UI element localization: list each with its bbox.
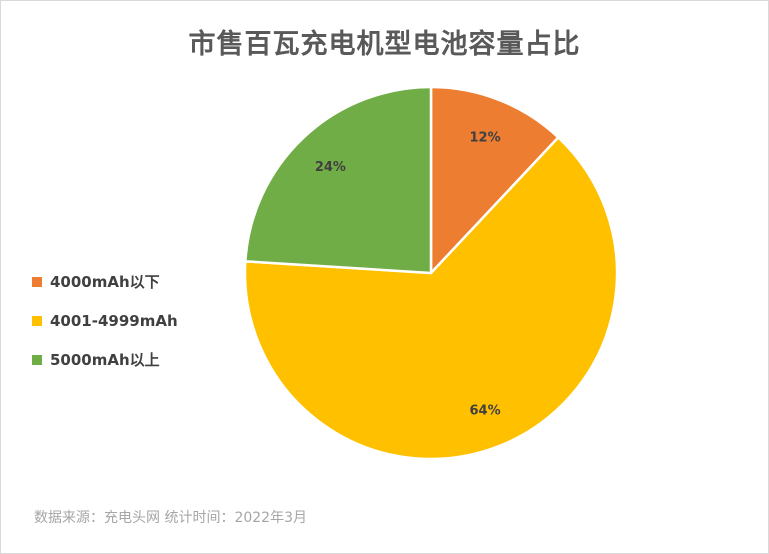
slice-above-5000: [244, 85, 433, 275]
slice-below-4000: [429, 85, 560, 275]
slice-4001-4999: [243, 136, 619, 461]
chart-legend: 4000mAh以下 4001-4999mAh 5000mAh以上: [32, 262, 178, 379]
legend-label: 5000mAh以上: [50, 351, 160, 369]
legend-item-above-5000: 5000mAh以上: [32, 340, 178, 379]
legend-label: 4001-4999mAh: [50, 311, 178, 330]
data-source-note: 数据来源：充电头网 统计时间：2022年3月: [34, 510, 307, 526]
legend-label: 4000mAh以下: [50, 273, 160, 291]
legend-swatch: [32, 354, 42, 365]
legend-swatch: [32, 276, 42, 287]
slice-data-label: 12%: [470, 130, 501, 145]
legend-item-below-4000: 4000mAh以下: [32, 262, 178, 301]
legend-item-4001-4999: 4001-4999mAh: [32, 301, 178, 340]
chart-title: 市售百瓦充电机型电池容量占比: [188, 29, 581, 60]
slice-data-label: 64%: [470, 404, 501, 419]
legend-swatch: [32, 315, 42, 326]
slice-data-label: 24%: [315, 160, 346, 175]
